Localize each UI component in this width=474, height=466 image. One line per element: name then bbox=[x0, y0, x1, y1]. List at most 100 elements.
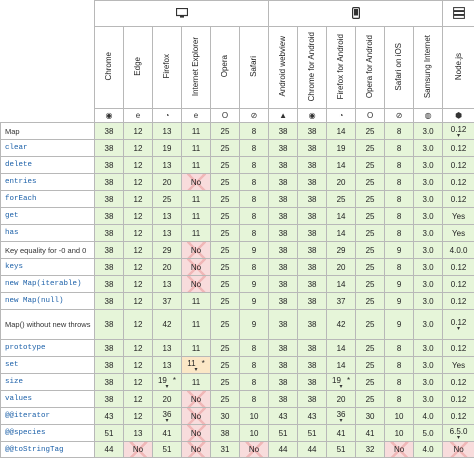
support-cell-yes[interactable]: 12 bbox=[123, 139, 153, 157]
support-cell-yes[interactable]: 14 bbox=[326, 339, 357, 357]
support-cell-yes[interactable]: 25 bbox=[355, 207, 386, 225]
support-cell-yes[interactable]: 8 bbox=[238, 339, 270, 357]
support-cell-yes[interactable]: 38 bbox=[94, 173, 124, 191]
support-cell-no[interactable]: No bbox=[181, 441, 211, 458]
feature-name[interactable]: new Map(null) bbox=[0, 292, 95, 310]
support-cell-yes[interactable]: 8 bbox=[384, 339, 415, 357]
feature-name[interactable]: entries bbox=[0, 173, 95, 191]
support-cell-yes[interactable]: 38 bbox=[268, 173, 299, 191]
support-cell-yes[interactable]: 25 bbox=[210, 173, 240, 191]
support-cell-yes[interactable]: 25 bbox=[355, 356, 386, 374]
support-cell-yes[interactable]: 9 bbox=[238, 292, 270, 310]
support-cell-yes[interactable]: 25 bbox=[210, 139, 240, 157]
support-cell-yes[interactable]: 38 bbox=[297, 292, 328, 310]
support-cell-yes[interactable]: 12 bbox=[123, 356, 153, 374]
support-cell-yes[interactable]: 25 bbox=[355, 190, 386, 208]
support-cell-yes[interactable]: 32 bbox=[355, 441, 386, 458]
support-cell-yes[interactable]: 8 bbox=[238, 258, 270, 276]
support-cell-yes[interactable]: 30 bbox=[355, 407, 386, 425]
support-cell-yes[interactable]: 38 bbox=[268, 373, 299, 391]
support-cell-yes[interactable]: 20 bbox=[326, 390, 357, 408]
support-cell-yes[interactable]: 38 bbox=[94, 241, 124, 259]
expand-caret-icon[interactable]: ▾ bbox=[457, 326, 461, 332]
feature-name[interactable]: has bbox=[0, 224, 95, 242]
support-cell-yes[interactable]: 14 bbox=[326, 275, 357, 293]
support-cell-yes[interactable]: 20 bbox=[152, 390, 182, 408]
support-cell-no[interactable]: No bbox=[384, 441, 415, 458]
support-cell-yes[interactable]: 38 bbox=[297, 275, 328, 293]
support-cell-yes[interactable]: 8 bbox=[238, 122, 270, 140]
support-cell-yes[interactable]: 38 bbox=[268, 339, 299, 357]
support-cell-yes[interactable]: 25 bbox=[210, 241, 240, 259]
support-cell-yes[interactable]: 3.0 bbox=[413, 339, 444, 357]
support-cell-yes[interactable]: 14 bbox=[326, 224, 357, 242]
support-cell-no[interactable]: No bbox=[181, 407, 211, 425]
support-cell-yes[interactable]: 25 bbox=[355, 156, 386, 174]
support-cell-yes[interactable]: 30 bbox=[210, 407, 240, 425]
support-cell-yes[interactable]: 38 bbox=[268, 207, 299, 225]
support-cell-yes[interactable]: 9 bbox=[384, 292, 415, 310]
support-cell-yes[interactable]: 25 bbox=[355, 241, 386, 259]
support-cell-yes[interactable]: 38 bbox=[210, 424, 240, 442]
support-cell-yes[interactable]: 19 * ▾ bbox=[326, 373, 357, 391]
support-cell-yes[interactable]: 8 bbox=[384, 207, 415, 225]
feature-name[interactable]: set bbox=[0, 356, 95, 374]
support-cell-yes[interactable]: 9 bbox=[384, 241, 415, 259]
support-cell-yes[interactable]: 38 bbox=[268, 122, 299, 140]
support-cell-yes[interactable]: 38 bbox=[268, 156, 299, 174]
support-cell-yes[interactable]: 25 bbox=[210, 373, 240, 391]
support-cell-yes[interactable]: 38 bbox=[94, 390, 124, 408]
support-cell-yes[interactable]: 12 bbox=[123, 407, 153, 425]
support-cell-yes[interactable]: 0.12 ▾ bbox=[442, 122, 474, 140]
support-cell-yes[interactable]: 8 bbox=[384, 139, 415, 157]
support-cell-yes[interactable]: 12 bbox=[123, 258, 153, 276]
support-cell-yes[interactable]: 12 bbox=[123, 207, 153, 225]
support-cell-yes[interactable]: 8 bbox=[384, 190, 415, 208]
support-cell-yes[interactable]: 20 bbox=[152, 173, 182, 191]
support-cell-yes[interactable]: 0.12 bbox=[442, 373, 474, 391]
expand-caret-icon[interactable]: ▾ bbox=[194, 366, 198, 373]
support-cell-yes[interactable]: 20 bbox=[152, 258, 182, 276]
support-cell-yes[interactable]: 38 bbox=[268, 309, 299, 340]
support-cell-yes[interactable]: 12 bbox=[123, 156, 153, 174]
support-cell-yes[interactable]: 14 bbox=[326, 122, 357, 140]
support-cell-yes[interactable]: 12 bbox=[123, 339, 153, 357]
support-cell-yes[interactable]: 19 * ▾ bbox=[152, 373, 182, 391]
support-cell-yes[interactable]: 38 bbox=[297, 190, 328, 208]
support-cell-yes[interactable]: 38 bbox=[94, 190, 124, 208]
support-cell-yes[interactable]: 8 bbox=[238, 356, 270, 374]
support-cell-yes[interactable]: 8 bbox=[238, 190, 270, 208]
expand-caret-icon[interactable]: ▾ bbox=[339, 383, 343, 390]
support-cell-yes[interactable]: 37 bbox=[326, 292, 357, 310]
support-cell-yes[interactable]: 12 bbox=[123, 122, 153, 140]
support-cell-yes[interactable]: 11 bbox=[181, 122, 211, 140]
support-cell-yes[interactable]: 36 ▾ bbox=[326, 407, 357, 425]
support-cell-no[interactable]: No bbox=[181, 424, 211, 442]
support-cell-yes[interactable]: 38 bbox=[297, 390, 328, 408]
support-cell-yes[interactable]: 29 bbox=[326, 241, 357, 259]
support-cell-yes[interactable]: 19 bbox=[152, 139, 182, 157]
support-cell-yes[interactable]: 38 bbox=[94, 339, 124, 357]
support-cell-yes[interactable]: 11 bbox=[181, 207, 211, 225]
support-cell-yes[interactable]: 8 bbox=[384, 122, 415, 140]
support-cell-yes[interactable]: 8 bbox=[238, 207, 270, 225]
support-cell-yes[interactable]: 12 bbox=[123, 190, 153, 208]
support-cell-yes[interactable]: Yes bbox=[442, 207, 474, 225]
support-cell-yes[interactable]: 42 bbox=[326, 309, 357, 340]
support-cell-yes[interactable]: 0.12 bbox=[442, 190, 474, 208]
support-cell-yes[interactable]: 8 bbox=[384, 173, 415, 191]
support-cell-yes[interactable]: 3.0 bbox=[413, 156, 444, 174]
support-cell-yes[interactable]: 25 bbox=[210, 390, 240, 408]
support-cell-yes[interactable]: 25 bbox=[355, 139, 386, 157]
support-cell-yes[interactable]: 5.0 bbox=[413, 424, 444, 442]
support-cell-yes[interactable]: 38 bbox=[297, 241, 328, 259]
support-cell-yes[interactable]: 11 bbox=[181, 292, 211, 310]
support-cell-yes[interactable]: 3.0 bbox=[413, 139, 444, 157]
support-cell-yes[interactable]: 3.0 bbox=[413, 309, 444, 340]
feature-name[interactable]: clear bbox=[0, 139, 95, 157]
support-cell-yes[interactable]: 8 bbox=[384, 258, 415, 276]
support-cell-yes[interactable]: 41 bbox=[355, 424, 386, 442]
support-cell-yes[interactable]: 25 bbox=[355, 292, 386, 310]
support-cell-yes[interactable]: 38 bbox=[297, 139, 328, 157]
support-cell-yes[interactable]: 12 bbox=[123, 390, 153, 408]
